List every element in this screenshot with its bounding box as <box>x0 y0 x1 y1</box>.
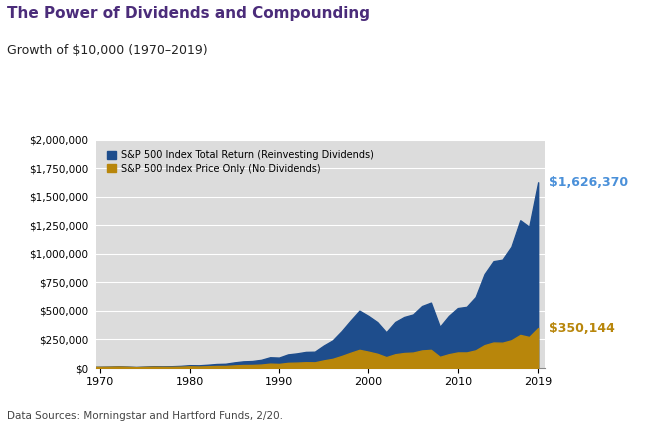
Text: $350,144: $350,144 <box>549 321 615 335</box>
Legend: S&P 500 Index Total Return (Reinvesting Dividends), S&P 500 Index Price Only (No: S&P 500 Index Total Return (Reinvesting … <box>100 144 380 179</box>
Text: $1,626,370: $1,626,370 <box>549 176 629 189</box>
Text: Data Sources: Morningstar and Hartford Funds, 2/20.: Data Sources: Morningstar and Hartford F… <box>7 411 283 421</box>
Text: The Power of Dividends and Compounding: The Power of Dividends and Compounding <box>7 6 369 21</box>
Text: Growth of $10,000 (1970–2019): Growth of $10,000 (1970–2019) <box>7 44 208 58</box>
